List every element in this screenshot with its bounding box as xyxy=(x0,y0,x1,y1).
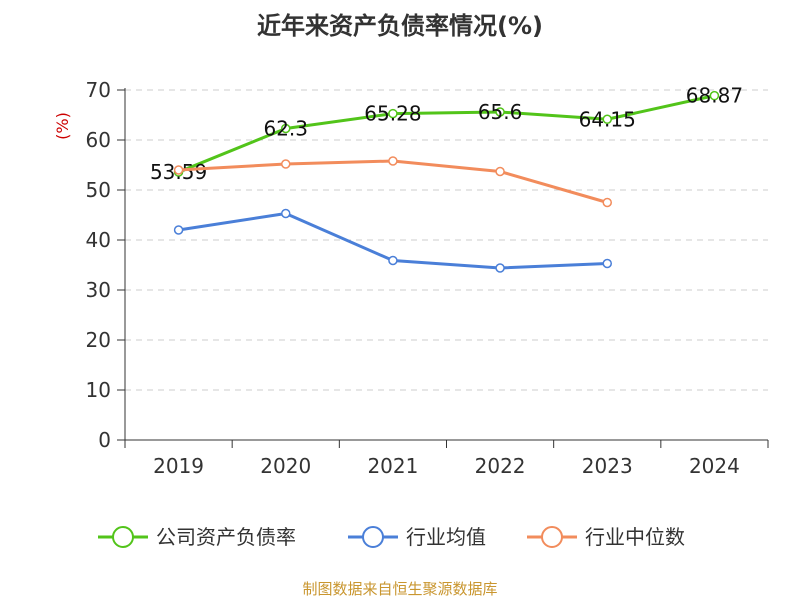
data-point-2 xyxy=(602,197,612,208)
data-point-0 xyxy=(281,123,291,134)
data-point-0 xyxy=(709,90,720,101)
data-point-1 xyxy=(602,258,612,269)
data-point-2 xyxy=(495,166,505,177)
y-tick-label: 60 xyxy=(86,128,111,152)
y-tick-label: 30 xyxy=(86,278,111,302)
x-tick-label: 2019 xyxy=(153,454,204,478)
y-axis-label: (%) xyxy=(53,112,72,140)
legend-label: 行业中位数 xyxy=(585,525,685,549)
data-point-0 xyxy=(388,108,398,119)
legend-label: 公司资产负债率 xyxy=(156,525,296,549)
x-tick-label: 2024 xyxy=(689,454,740,478)
data-label: 62.3 xyxy=(263,117,308,141)
data-point-1 xyxy=(388,255,398,266)
data-point-2 xyxy=(173,165,184,175)
data-label: 64.15 xyxy=(579,107,636,131)
x-tick-label: 2020 xyxy=(260,454,311,478)
data-point-1 xyxy=(495,263,505,273)
y-tick-label: 20 xyxy=(86,328,111,352)
y-tick-label: 50 xyxy=(86,178,111,202)
series-line-2 xyxy=(178,159,608,204)
x-tick-label: 2022 xyxy=(475,454,526,478)
series-line-0 xyxy=(178,94,715,174)
data-point-0 xyxy=(602,114,612,124)
y-tick-label: 40 xyxy=(86,228,111,252)
x-tick-label: 2023 xyxy=(582,454,633,478)
data-point-1 xyxy=(173,225,184,235)
x-tick-label: 2021 xyxy=(367,454,418,478)
legend-marker xyxy=(362,526,384,548)
data-label: 65.28 xyxy=(364,102,421,126)
legend-marker xyxy=(541,526,563,548)
data-point-2 xyxy=(281,159,291,169)
y-tick-label: 0 xyxy=(98,428,111,452)
data-label: 65.6 xyxy=(478,100,523,124)
data-point-2 xyxy=(388,156,398,166)
legend-label: 行业均值 xyxy=(406,525,486,549)
legend-marker xyxy=(112,526,134,548)
data-point-1 xyxy=(281,208,291,219)
data-label: 68.87 xyxy=(686,84,743,108)
y-tick-label: 10 xyxy=(86,378,111,402)
source-note: 制图数据来自恒生聚源数据库 xyxy=(302,580,498,598)
chart-title: 近年来资产负债率情况(%) xyxy=(257,12,543,40)
y-tick-label: 70 xyxy=(86,78,111,102)
data-point-0 xyxy=(495,107,505,117)
